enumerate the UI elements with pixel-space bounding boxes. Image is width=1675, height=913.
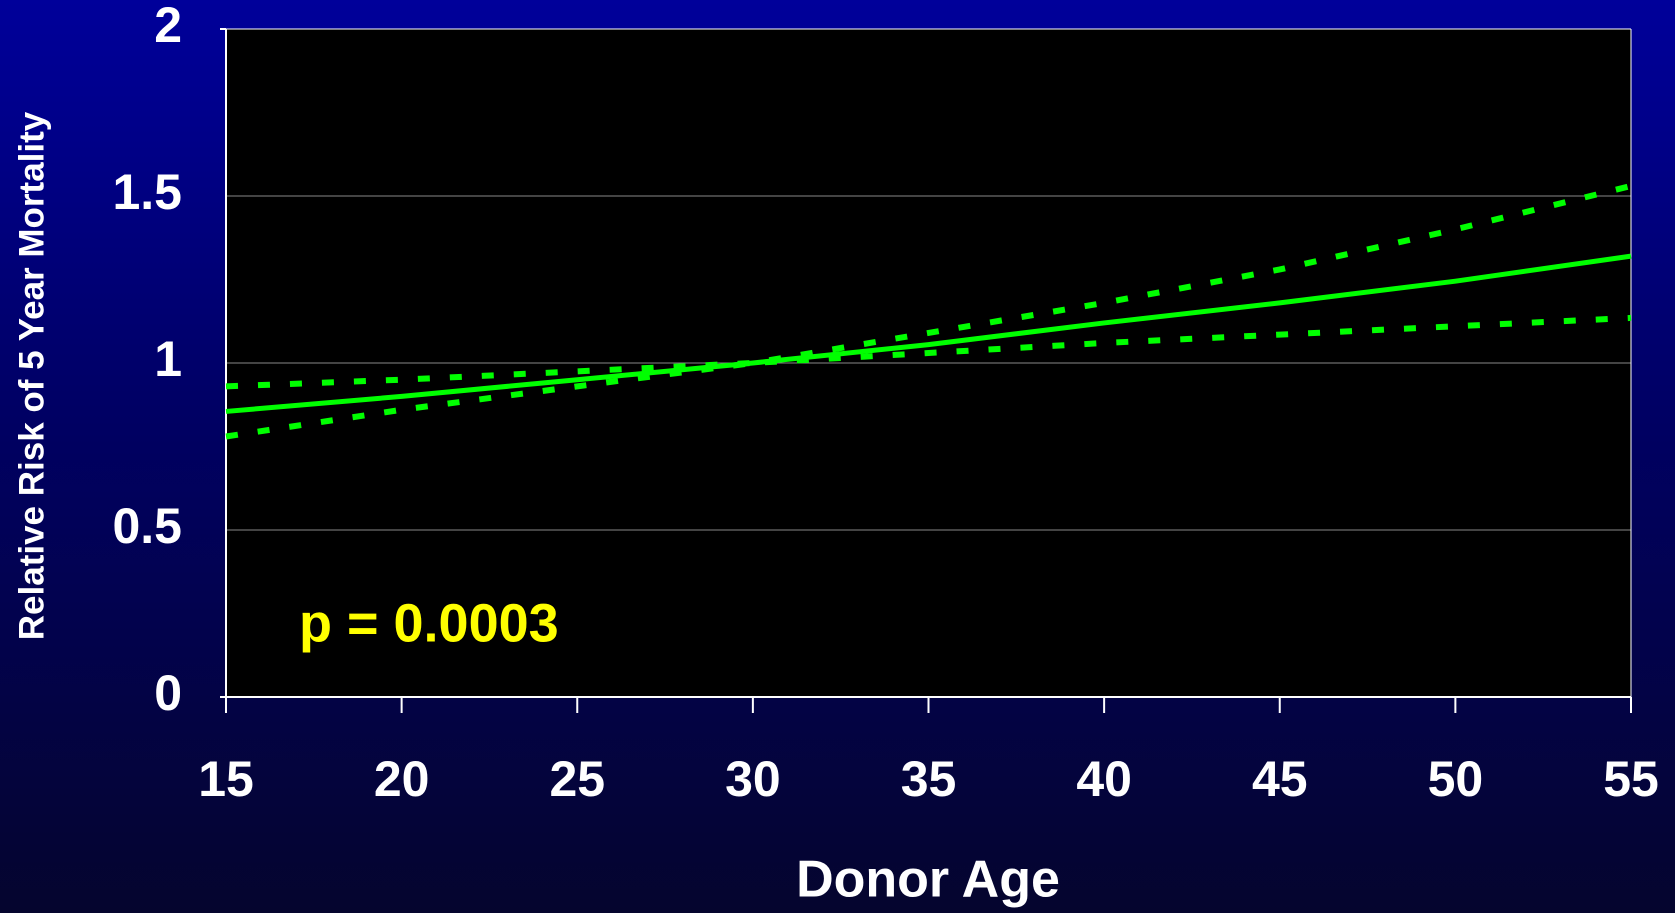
x-tick-label: 15 (198, 751, 254, 807)
series-line (225, 314, 1632, 440)
x-tick-label: 40 (1076, 751, 1132, 807)
x-tick-label: 30 (725, 751, 781, 807)
x-tick-label: 25 (549, 751, 605, 807)
y-axis-label: Relative Risk of 5 Year Mortality (12, 111, 51, 640)
x-tick-label: 45 (1252, 751, 1308, 807)
series-line (225, 183, 1632, 390)
y-tick-label: 0 (154, 665, 182, 721)
y-tick-label: 2 (154, 0, 182, 53)
y-tick-label: 1 (154, 331, 182, 387)
y-tick-label: 0.5 (112, 498, 182, 554)
x-tick-label: 35 (901, 751, 957, 807)
x-tick-label: 55 (1603, 751, 1659, 807)
y-tick-label: 1.5 (112, 164, 182, 220)
x-axis-label: Donor Age (796, 851, 1060, 909)
x-tick-label: 20 (374, 751, 430, 807)
series-line (225, 253, 1632, 414)
annotation: p = 0.0003 (299, 593, 559, 653)
x-tick-label: 50 (1428, 751, 1484, 807)
